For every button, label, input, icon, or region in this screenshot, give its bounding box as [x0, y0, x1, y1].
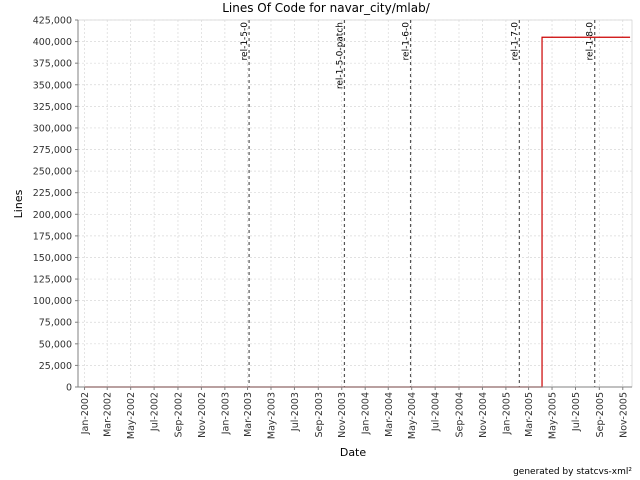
x-tick-label: May-2005 [548, 392, 559, 439]
x-tick-label: Nov-2003 [337, 392, 348, 438]
y-tick-label: 325,000 [33, 102, 72, 113]
x-axis-label: Date [340, 446, 367, 459]
y-axis-ticks: 0 25,000 50,000 75,000 100,000 125,000 150,000… [33, 16, 78, 394]
y-tick-label: 150,000 [33, 253, 72, 264]
x-tick-label: Jul-2002 [150, 392, 161, 432]
x-tick-label: Mar-2005 [524, 392, 535, 437]
y-tick-label: 400,000 [33, 37, 72, 48]
x-axis-ticks: Jan-2002 Mar-2002 May-2002 Jul-2002 Sep-2002… [80, 387, 629, 439]
x-tick-label: Nov-2004 [478, 392, 489, 438]
x-tick-label: Jan-2003 [220, 392, 231, 435]
chart-title: Lines Of Code for navar_city/mlab/ [222, 1, 431, 15]
release-marker-label: rel-1-6-0 [402, 22, 412, 61]
y-tick-label: 175,000 [33, 231, 72, 242]
release-marker-label: rel-1-7-0 [510, 22, 520, 61]
y-tick-label: 100,000 [33, 296, 72, 307]
x-tick-label: Mar-2004 [384, 392, 395, 437]
y-tick-label: 125,000 [33, 275, 72, 286]
x-tick-label: Jul-2003 [290, 392, 301, 432]
grid-lines [78, 19, 632, 387]
x-tick-label: Nov-2002 [197, 392, 208, 438]
x-tick-label: Jan-2004 [361, 392, 372, 435]
x-tick-label: Jul-2004 [431, 392, 442, 432]
y-tick-label: 375,000 [33, 59, 72, 70]
release-markers: rel-1-5-0 rel-1-5-0-patch rel-1-6-0 rel-1-7… [240, 20, 596, 387]
y-tick-label: 75,000 [39, 318, 72, 329]
axes [77, 20, 632, 388]
release-marker-label: rel-1-8-0 [586, 22, 596, 61]
x-tick-label: Mar-2002 [103, 392, 114, 437]
y-tick-label: 225,000 [33, 188, 72, 199]
x-tick-label: May-2002 [126, 392, 137, 439]
y-axis-label: Lines [12, 189, 25, 218]
plot-area [77, 19, 633, 388]
y-tick-label: 300,000 [33, 123, 72, 134]
release-marker-label: rel-1-5-0-patch [335, 22, 345, 89]
y-tick-label: 250,000 [33, 167, 72, 178]
footer-credit: generated by statcvs-xml² [513, 467, 632, 477]
x-tick-label: Mar-2003 [243, 392, 254, 437]
x-tick-label: May-2004 [407, 392, 418, 439]
x-tick-label: Sep-2004 [454, 392, 465, 438]
release-marker-label: rel-1-5-0 [240, 22, 250, 61]
x-tick-label: Jul-2005 [571, 392, 582, 432]
y-tick-label: 25,000 [39, 361, 72, 372]
y-tick-label: 275,000 [33, 145, 72, 156]
y-tick-label: 200,000 [33, 210, 72, 221]
y-tick-label: 425,000 [33, 16, 72, 27]
x-tick-label: Jan-2002 [80, 392, 91, 435]
x-tick-label: Jan-2005 [501, 392, 512, 435]
y-tick-label: 50,000 [39, 339, 72, 350]
x-tick-label: May-2003 [266, 392, 277, 439]
x-tick-label: Sep-2002 [173, 392, 184, 438]
x-tick-label: Sep-2003 [314, 392, 325, 438]
y-tick-label: 350,000 [33, 80, 72, 91]
x-tick-label: Sep-2005 [595, 392, 606, 438]
y-tick-label: 0 [66, 383, 72, 394]
x-tick-label: Nov-2005 [618, 392, 629, 438]
